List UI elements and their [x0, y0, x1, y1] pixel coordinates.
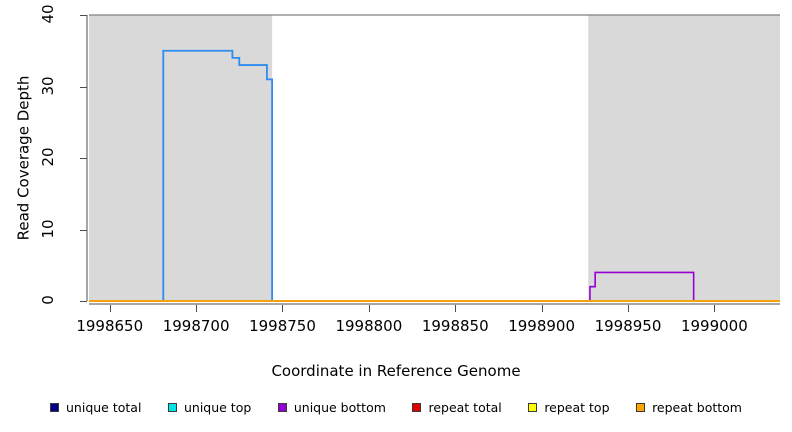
legend-item-repeat-bottom[interactable]: repeat bottom	[636, 400, 742, 415]
x-tick-mark	[455, 305, 457, 312]
x-tick-label: 1998800	[335, 317, 403, 335]
x-tick-mark	[714, 305, 716, 312]
y-tick-mark	[80, 15, 87, 16]
legend-swatch-icon	[277, 403, 287, 412]
x-tick-label: 1998700	[162, 317, 230, 335]
series-unique-bottom	[89, 271, 780, 302]
legend-swatch-icon	[528, 403, 538, 412]
x-tick-mark	[541, 305, 543, 312]
x-tick-label: 1998850	[421, 317, 489, 335]
legend-item-repeat-total[interactable]: repeat total	[412, 400, 502, 415]
y-tick-mark	[80, 229, 87, 231]
legend-label: repeat top	[544, 400, 610, 415]
x-tick-mark	[627, 305, 629, 312]
x-tick-label: 1998750	[249, 317, 316, 335]
x-axis-label: Coordinate in Reference Genome	[271, 362, 521, 380]
legend-item-unique-top[interactable]: unique top	[167, 400, 252, 415]
legend-label: repeat bottom	[652, 400, 742, 415]
legend-swatch-icon	[167, 403, 177, 412]
y-tick-mark	[80, 158, 87, 159]
x-tick-label: 1998950	[594, 317, 662, 335]
x-tick-mark	[282, 305, 284, 312]
x-tick-label: 1998900	[508, 317, 575, 335]
series-unique-total	[89, 49, 780, 302]
legend-item-unique-total[interactable]: unique total	[50, 400, 141, 415]
legend-swatch-icon	[50, 403, 59, 412]
legend-label: repeat total	[428, 400, 502, 415]
x-tick-mark	[109, 305, 111, 312]
x-tick-mark	[368, 305, 370, 312]
x-tick-label: 1998650	[76, 317, 144, 335]
x-tick-label: 1999000	[680, 317, 748, 335]
legend-item-repeat-top[interactable]: repeat top	[528, 400, 610, 415]
shaded-region-0	[89, 15, 273, 301]
x-tick-mark	[196, 305, 198, 312]
legend-swatch-icon	[636, 403, 646, 412]
legend-label: unique top	[183, 400, 252, 415]
chart-legend: unique total unique top unique bottom repea…	[0, 396, 792, 420]
legend-label: unique total	[66, 400, 142, 415]
y-tick-mark	[80, 301, 87, 302]
legend-label: unique bottom	[293, 400, 386, 415]
shaded-region-1	[588, 15, 780, 301]
legend-item-unique-bottom[interactable]: unique bottom	[277, 400, 386, 415]
y-tick-mark	[80, 86, 87, 88]
legend-swatch-icon	[412, 403, 422, 412]
